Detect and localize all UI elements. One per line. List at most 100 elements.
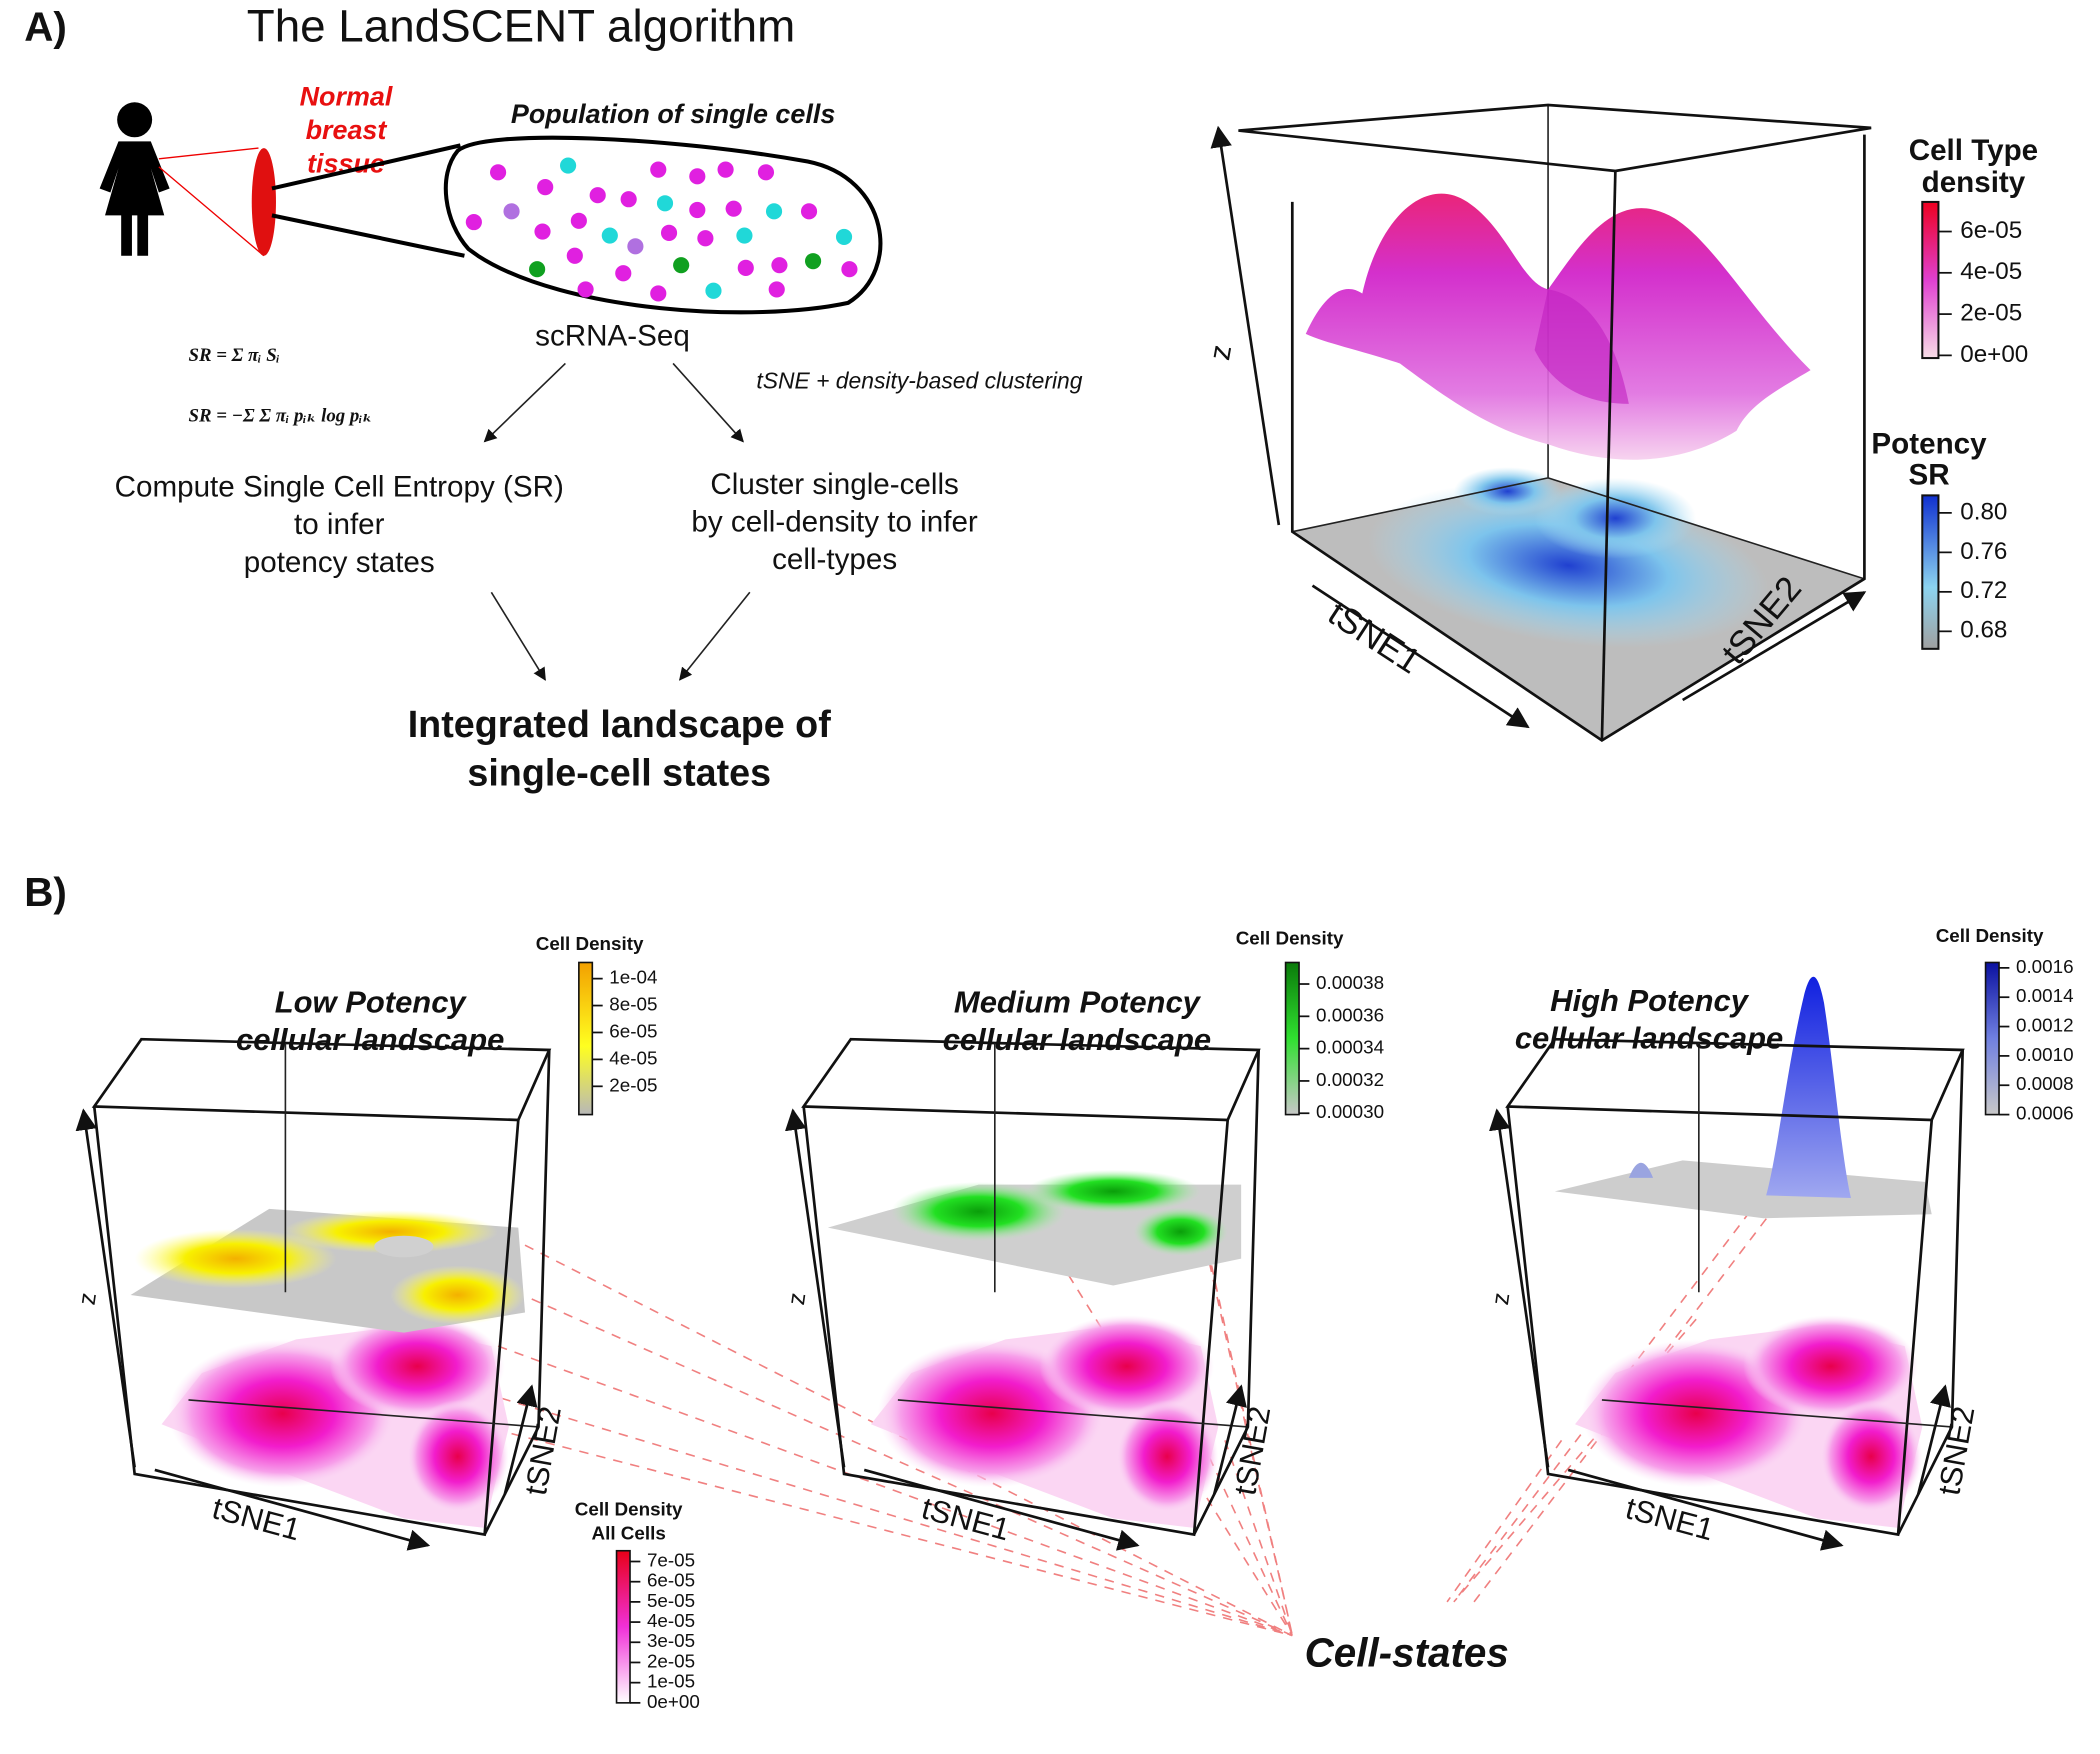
floor-density (161, 1315, 509, 1528)
legend-title: Cell Density (1936, 925, 2044, 946)
flow-arrow (490, 591, 546, 681)
cell-states-label: Cell-states (1305, 1629, 1509, 1675)
method-label: scRNA-Seq (535, 320, 690, 353)
colorbar (1984, 961, 2000, 1116)
landscape-3d (1210, 103, 1872, 742)
colorbar (1921, 494, 1940, 650)
cell (650, 285, 667, 302)
icon-leg (121, 212, 132, 256)
cell (570, 212, 587, 229)
floor-density (1574, 1315, 1923, 1528)
cell (841, 261, 858, 278)
colorbar-label: 3e-05 (647, 1630, 695, 1651)
colorbar-label: 2e-05 (609, 1074, 657, 1095)
axis-label: z (1203, 342, 1238, 362)
potency-density (374, 1235, 434, 1258)
clustering-note: tSNE + density-based clustering (756, 367, 1082, 393)
potency-density (390, 1265, 526, 1325)
cell (800, 203, 818, 220)
cell (697, 230, 714, 247)
axis-label: tSNE2 (1931, 1404, 1981, 1498)
density-surface (1534, 289, 1629, 404)
cell (601, 227, 618, 244)
cell (660, 224, 678, 241)
tissue-label: breast (306, 115, 388, 145)
flow-arrow (679, 591, 751, 681)
colorbar-label: 8e-05 (609, 994, 657, 1015)
potency-density (282, 1210, 499, 1254)
potency-map (1534, 477, 1697, 559)
colorbar (1284, 961, 1300, 1116)
colorbar-label: 0.00034 (1316, 1037, 1384, 1058)
colorbar-label: 0.0014 (2016, 985, 2074, 1006)
formula: SR = −Σ Σ πᵢ pᵢₖ log pᵢₖ (188, 406, 372, 427)
cell (757, 164, 775, 181)
landscape-title: cellular landscape (236, 1022, 504, 1057)
colorbar-label: 1e-05 (647, 1671, 695, 1692)
woman-icon (99, 102, 170, 256)
legend-title: SR (1908, 458, 1949, 491)
colorbar-label: 0.72 (1960, 577, 2007, 604)
colorbar-label: 2e-05 (1960, 300, 2022, 327)
step-text: cell-types (772, 543, 897, 576)
formula: SR = Σ πᵢ Sᵢ (188, 345, 279, 366)
low-landscape (83, 961, 594, 1545)
colorbar-label: 0e+00 (647, 1691, 700, 1712)
cell (615, 265, 632, 282)
cells (465, 157, 858, 302)
cell (465, 214, 482, 231)
cell (534, 223, 551, 240)
colorbar-label: 0.0012 (2016, 1015, 2074, 1036)
floor-density (870, 1315, 1219, 1528)
colorbar-label: 0.80 (1960, 498, 2007, 525)
potency-map (1453, 467, 1562, 516)
legend-title: Cell Density (575, 1498, 683, 1519)
legend-title: All Cells (592, 1523, 666, 1544)
cell (490, 164, 507, 181)
cell-population (443, 135, 883, 315)
axis-label: z (783, 1291, 811, 1307)
landscape-title: Medium Potency (954, 984, 1202, 1019)
zoom-line (158, 147, 265, 257)
cell (537, 179, 554, 196)
step-text: Cluster single-cells (710, 468, 958, 501)
colorbar-label: 0.00030 (1316, 1101, 1384, 1122)
cell (529, 261, 546, 278)
cell (656, 195, 674, 212)
result-text: single-cell states (467, 751, 771, 793)
zoom-line (271, 143, 465, 258)
colorbar-label: 6e-05 (609, 1020, 657, 1041)
potency-density (1025, 1169, 1201, 1213)
landscape-title: cellular landscape (1515, 1021, 1783, 1056)
cell (736, 227, 753, 244)
cell (560, 157, 577, 174)
axis-label: z (1487, 1291, 1515, 1307)
cell (765, 203, 783, 220)
colorbar-label: 0.0016 (2016, 956, 2074, 977)
step-text: by cell-density to infer (691, 505, 977, 538)
axis-label: z (74, 1291, 102, 1307)
axis-label: tSNE2 (518, 1404, 568, 1498)
icon-leg (137, 212, 149, 256)
tissue (251, 148, 276, 256)
high-landscape (1497, 961, 2000, 1545)
flow-arrow (672, 362, 744, 443)
cell (627, 238, 644, 255)
landscape-title: High Potency (1550, 983, 1750, 1018)
colorbar-label: 2e-05 (647, 1650, 695, 1671)
legend-title: Cell Density (536, 933, 644, 954)
cell (835, 228, 853, 245)
colorbar-label: 4e-05 (1960, 258, 2022, 285)
cell (689, 168, 706, 185)
landscape-title: cellular landscape (943, 1022, 1211, 1057)
result-text: Integrated landscape of (408, 703, 831, 745)
cell (620, 191, 637, 208)
cell (673, 257, 690, 274)
colorbar-label: 7e-05 (647, 1549, 695, 1570)
panel-label: B) (24, 869, 67, 915)
colorbar-label: 0.00032 (1316, 1069, 1384, 1090)
landscape-title: Low Potency (275, 984, 468, 1019)
medium-texts: Medium Potency cellular landscape Cell D… (783, 928, 1344, 1548)
